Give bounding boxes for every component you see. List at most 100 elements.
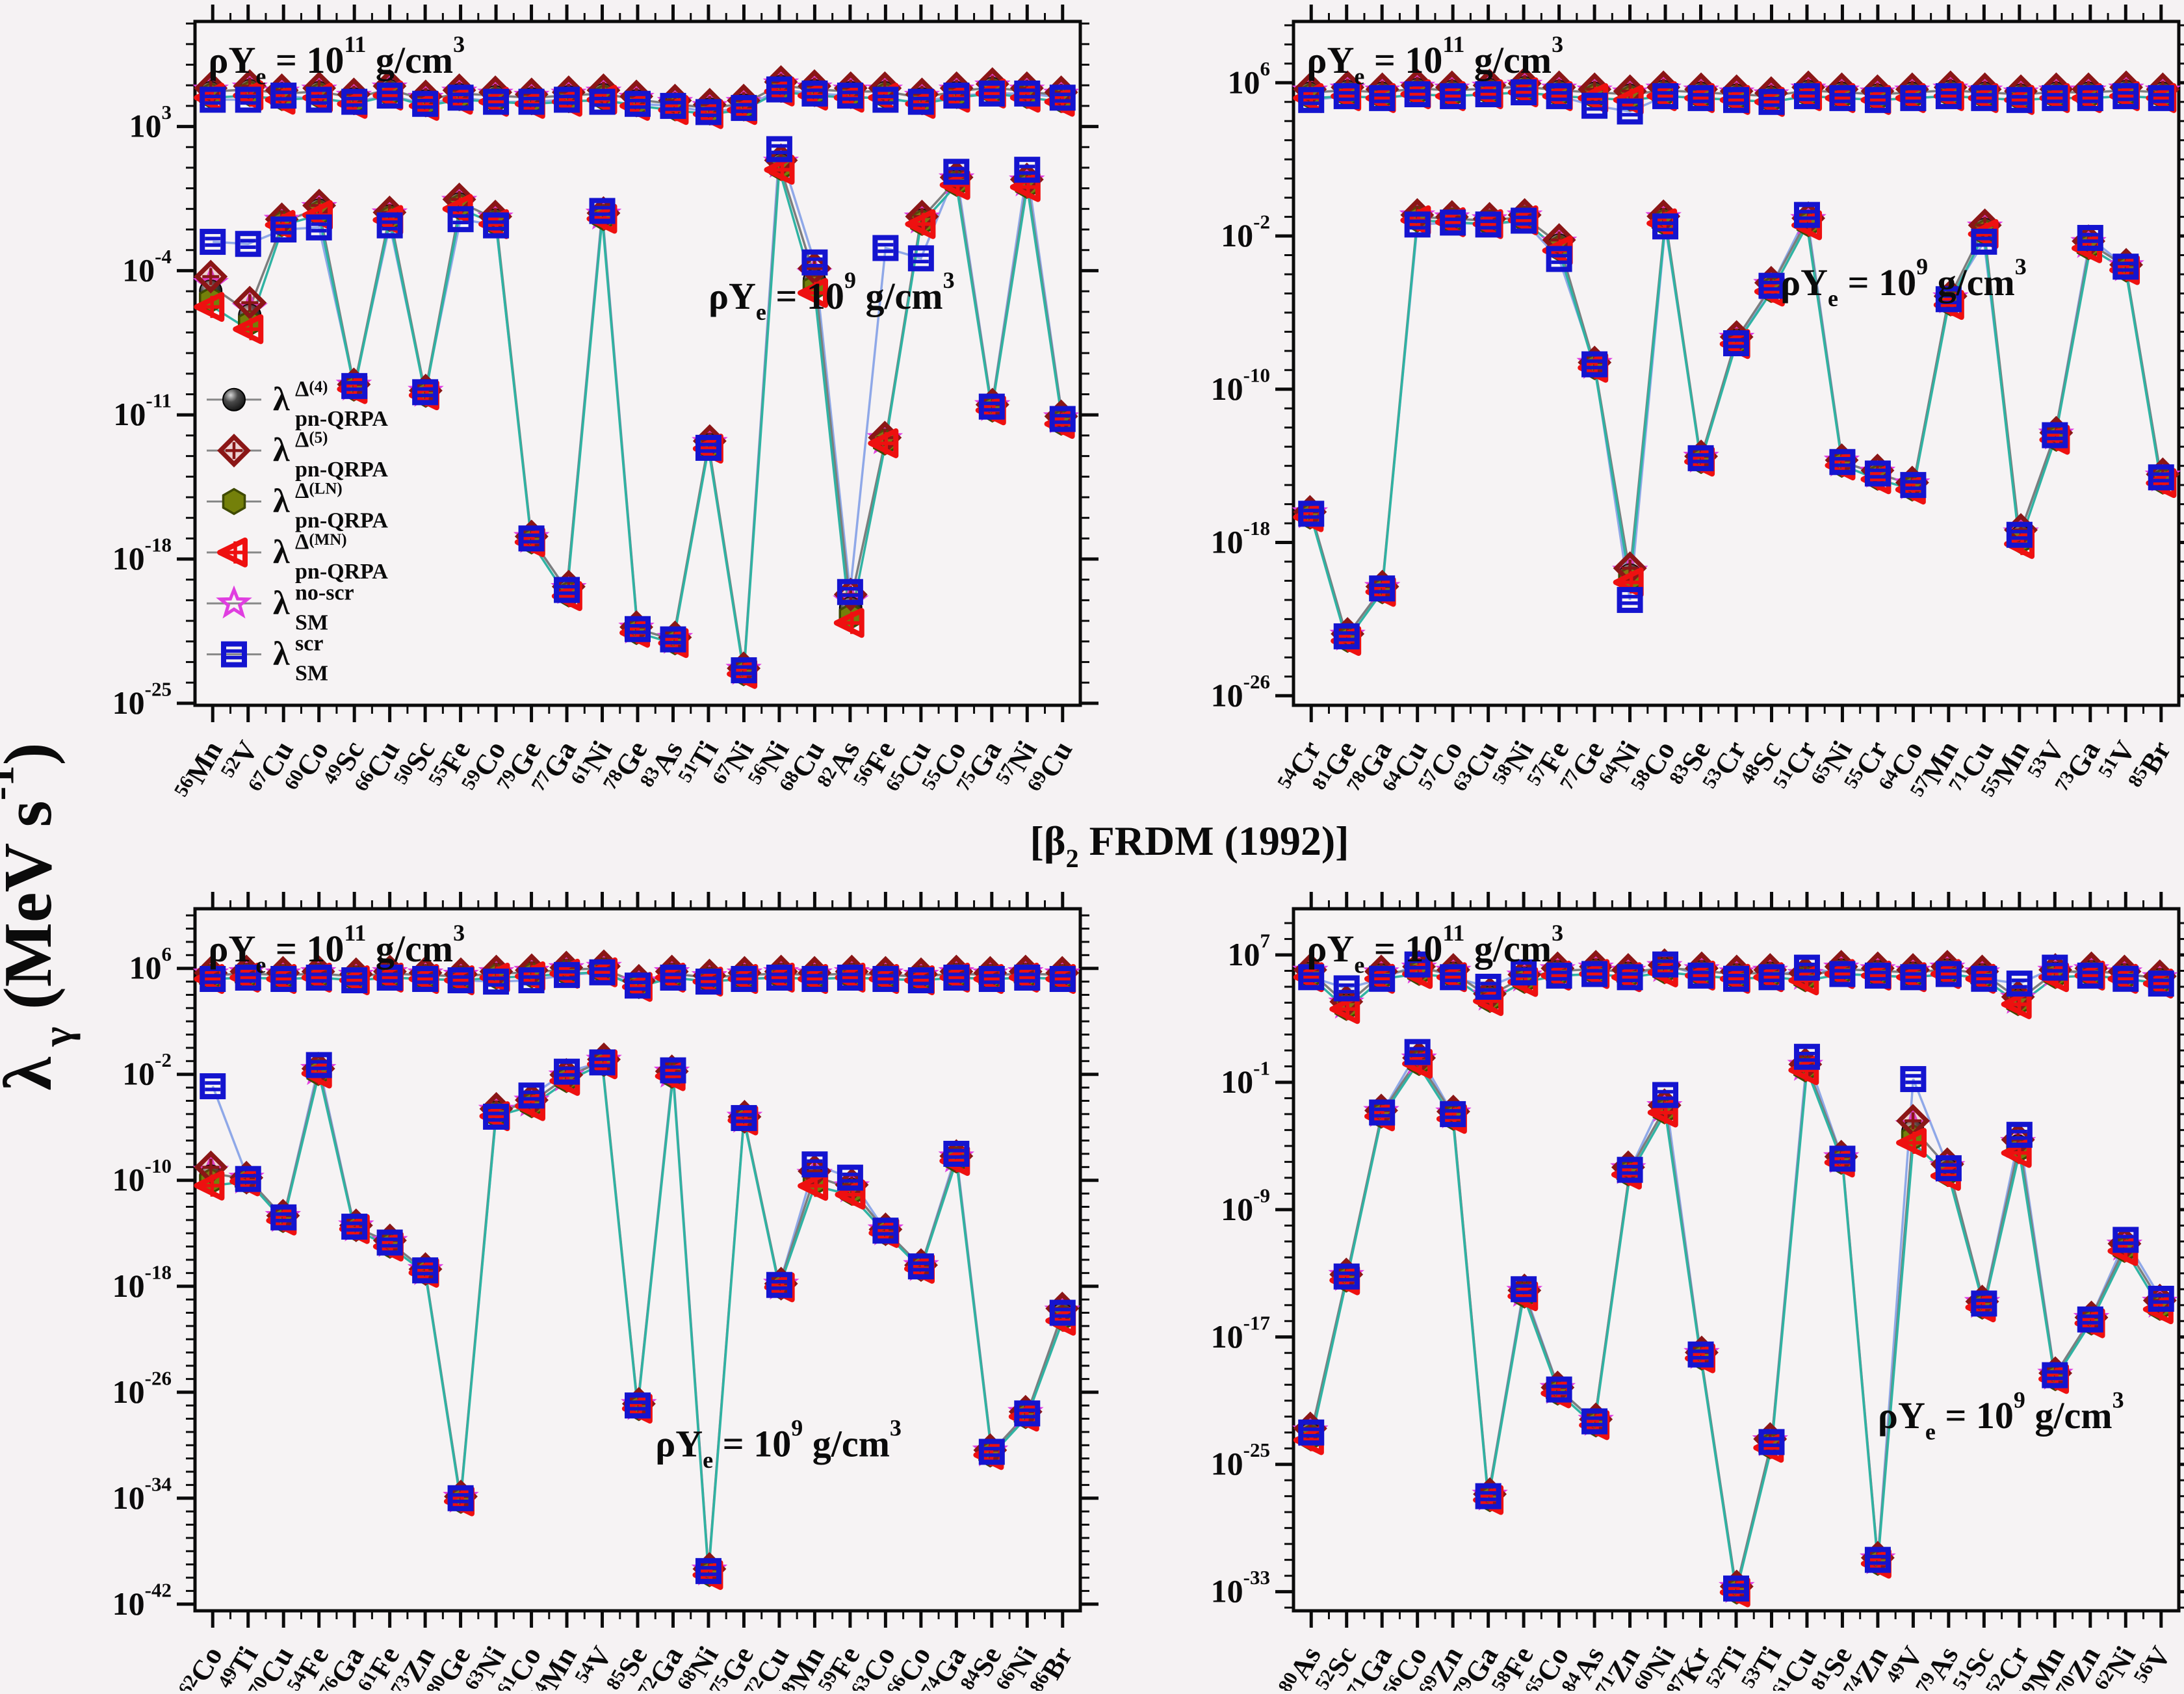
y-axis-ticks: 106 10-2 10-10 10-18 10-26 10-34 10-42 xyxy=(112,914,1098,1622)
marker-square-icon xyxy=(1511,959,1537,985)
marker-square-icon xyxy=(200,229,226,255)
marker-square-icon xyxy=(1475,1483,1502,1509)
legend-subscript: pn-QRPA xyxy=(295,509,388,533)
y-tick-label: 10-2 xyxy=(122,1049,172,1092)
marker-hexagon-icon xyxy=(222,488,246,515)
marker-square-icon xyxy=(306,86,332,113)
marker-square-icon xyxy=(1687,445,1714,471)
marker-square-icon xyxy=(837,579,863,605)
y-tick-label: 10-4 xyxy=(122,245,172,289)
marker-square-icon xyxy=(554,1058,580,1085)
marker-square-icon xyxy=(412,966,439,992)
legend-subscript: SM xyxy=(295,662,328,686)
panel-bottom-left: 10610-210-1010-1810-2610-3410-4262Co49Ti… xyxy=(112,892,1098,1694)
marker-square-icon xyxy=(554,577,580,603)
y-tick-label: 107 xyxy=(1228,930,1271,973)
marker-triangle-icon xyxy=(798,278,829,308)
marker-square-icon xyxy=(695,99,722,125)
marker-square-icon xyxy=(483,969,510,995)
marker-square-icon xyxy=(1864,1546,1891,1573)
marker-square-icon xyxy=(1546,246,1572,272)
marker-square-icon xyxy=(731,95,757,122)
marker-square-icon xyxy=(589,1049,616,1076)
marker-square-icon xyxy=(2112,965,2139,992)
legend-subscript: SM xyxy=(295,610,328,634)
marker-square-icon xyxy=(1404,951,1431,978)
y-tick-label: 10-25 xyxy=(1211,1439,1270,1482)
marker-square-icon xyxy=(2006,86,2033,113)
marker-square-icon xyxy=(1511,79,1537,106)
marker-square-icon xyxy=(200,966,226,992)
marker-square-icon xyxy=(2112,83,2139,109)
marker-square-icon xyxy=(1511,1276,1537,1303)
legend-label: λ xyxy=(273,584,290,621)
marker-square-icon xyxy=(1935,286,1962,313)
legend-label: λ xyxy=(273,483,290,520)
marker-triangle-icon xyxy=(194,1170,225,1201)
center-title: [β2 FRDM (1992)] xyxy=(1030,818,1349,873)
y-tick-label: 10-33 xyxy=(1211,1566,1270,1609)
marker-square-icon xyxy=(978,80,1005,107)
band-1e11 xyxy=(192,65,1080,129)
marker-square-icon xyxy=(943,159,970,185)
marker-square-icon xyxy=(1369,85,1396,111)
marker-diamond-icon xyxy=(1896,1104,1930,1138)
marker-square-icon xyxy=(1440,964,1466,991)
marker-square-icon xyxy=(978,966,1005,992)
marker-square-icon xyxy=(2006,971,2033,997)
band-1e11 xyxy=(192,949,1081,1002)
marker-square-icon xyxy=(766,136,792,163)
marker-square-icon xyxy=(1333,975,1360,1002)
marker-square-icon xyxy=(872,966,899,992)
marker-square-icon xyxy=(376,964,403,991)
marker-square-icon xyxy=(518,525,545,552)
marker-square-icon xyxy=(766,964,792,991)
marker-square-icon xyxy=(1049,966,1076,992)
band-1e11 xyxy=(1292,66,2181,125)
marker-square-icon xyxy=(2148,464,2174,491)
y-tick-label: 10-18 xyxy=(1211,517,1270,560)
marker-square-icon xyxy=(1014,1400,1041,1427)
marker-square-icon xyxy=(1581,961,1608,987)
marker-square-icon xyxy=(625,90,651,117)
marker-square-icon xyxy=(1333,83,1360,109)
legend-label: λ xyxy=(273,381,290,418)
legend-label: λ xyxy=(273,636,290,673)
marker-square-icon xyxy=(2148,85,2174,111)
marker-square-icon xyxy=(1440,83,1466,109)
marker-square-icon xyxy=(1758,272,1785,299)
marker-triangle-icon xyxy=(939,170,970,200)
marker-triangle-icon xyxy=(905,209,936,239)
y-tick-label: 10-11 xyxy=(113,389,172,433)
marker-square-icon xyxy=(376,212,403,239)
marker-square-icon xyxy=(200,86,226,113)
y-tick-label: 106 xyxy=(129,943,172,986)
marker-square-icon xyxy=(1298,86,1325,113)
marker-square-icon xyxy=(731,966,757,992)
marker-square-icon xyxy=(1829,1145,1856,1172)
annotation-rho-1e11: ρYe = 1011 g/cm3 xyxy=(208,31,465,89)
marker-square-icon xyxy=(2148,971,2174,997)
marker-square-icon xyxy=(2077,224,2103,251)
legend-subscript: pn-QRPA xyxy=(295,560,388,584)
marker-square-icon xyxy=(376,83,403,109)
marker-square-icon xyxy=(447,967,474,994)
y-tick-label: 10-1 xyxy=(1221,1056,1270,1100)
marker-square-icon xyxy=(306,1052,332,1078)
panel-frame xyxy=(193,907,1082,1613)
marker-square-icon xyxy=(1581,351,1608,378)
marker-square-icon xyxy=(1404,211,1431,238)
marker-triangle-icon xyxy=(217,537,248,567)
y-tick-label: 10-42 xyxy=(112,1578,172,1622)
marker-square-icon xyxy=(1546,83,1572,109)
marker-square-icon xyxy=(1475,211,1502,238)
marker-square-icon xyxy=(1864,962,1891,989)
marker-square-icon xyxy=(907,1253,934,1280)
marker-square-icon xyxy=(1014,964,1041,991)
marker-square-icon xyxy=(1864,86,1891,113)
marker-triangle-icon xyxy=(1788,1055,1819,1086)
y-tick-label: 10-2 xyxy=(1221,211,1270,254)
marker-square-icon xyxy=(589,959,616,985)
marker-square-icon xyxy=(801,1151,828,1178)
